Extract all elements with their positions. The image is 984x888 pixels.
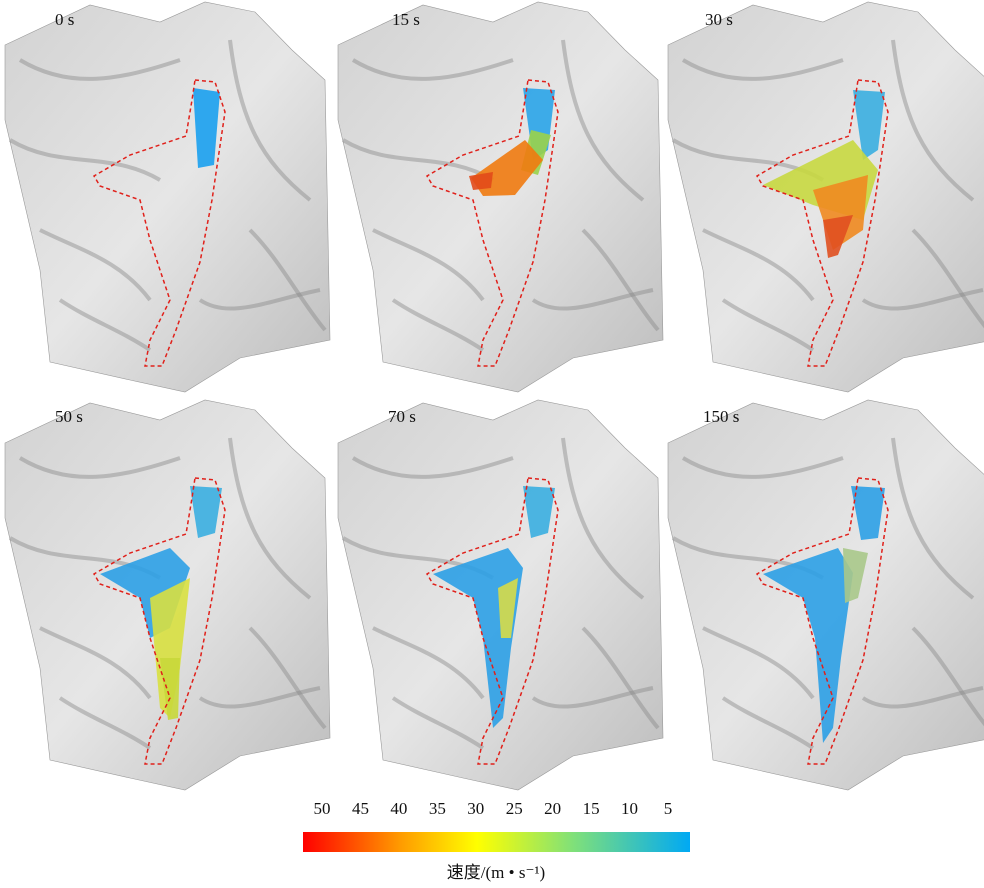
panel-label: 30 s [705,10,733,29]
colorbar-tick-label: 15 [583,799,600,818]
panel [5,2,330,392]
panel [668,2,984,392]
panel-label: 150 s [703,407,739,426]
panel [668,400,984,790]
colorbar-tick-label: 50 [314,799,331,818]
figure-canvas: 速度/(m • s⁻¹) 0 s 15 s 30 s 50 s 70 s 150 s 50 4… [0,0,984,888]
colorbar-tick-label: 30 [467,799,484,818]
terrain [5,2,330,392]
colorbar-tick-label: 40 [390,799,407,818]
colorbar-tick-label: 35 [429,799,446,818]
panel [338,2,663,392]
panel [5,400,330,790]
colorbar-tick-label: 45 [352,799,369,818]
colorbar [303,832,690,852]
colorbar-label: 速度/(m • s⁻¹) [447,863,545,882]
panel [338,400,663,790]
panel-label: 0 s [55,10,74,29]
panel-label: 15 s [392,10,420,29]
panel-label: 50 s [55,407,83,426]
figure: 速度/(m • s⁻¹) 0 s 15 s 30 s 50 s 70 s 150 s 50 4… [0,0,984,888]
colorbar-tick-label: 25 [506,799,523,818]
colorbar-tick-label: 10 [621,799,638,818]
colorbar-tick-label: 20 [544,799,561,818]
colorbar-tick-label: 5 [664,799,673,818]
panel-label: 70 s [388,407,416,426]
terrain [338,2,663,392]
